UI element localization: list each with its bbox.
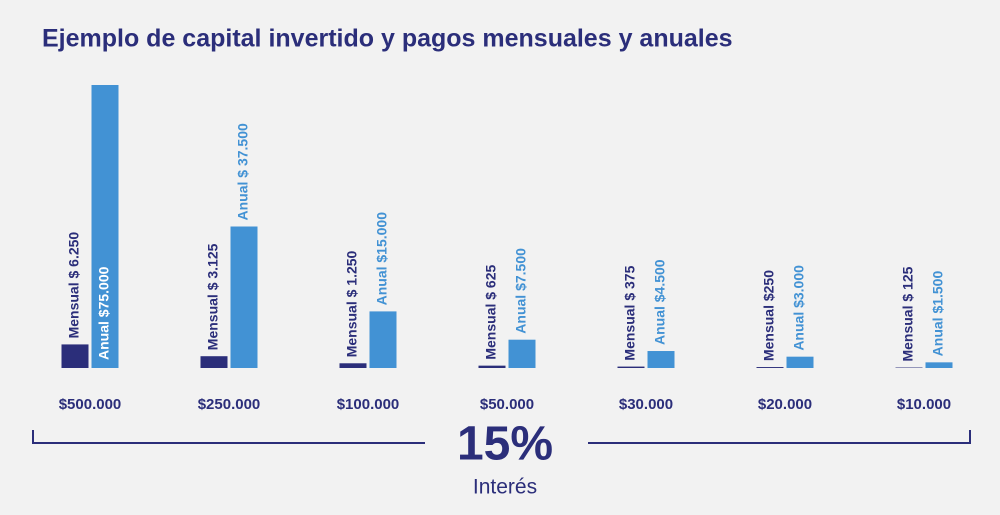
value-label: Mensual $ 125 xyxy=(900,266,916,361)
value-label: Anual $4.500 xyxy=(652,259,668,345)
bar xyxy=(478,365,506,368)
x-tick-label: $20.000 xyxy=(758,396,812,413)
value-label: Mensual $ 3.125 xyxy=(205,243,221,350)
bar xyxy=(200,356,228,368)
value-label: Anual $1.500 xyxy=(930,271,946,357)
x-tick-label: $50.000 xyxy=(480,396,534,413)
value-label: Anual $7.500 xyxy=(513,248,529,334)
rate-label: Interés xyxy=(473,476,537,499)
bar xyxy=(756,367,784,368)
bar xyxy=(369,311,397,368)
bar xyxy=(647,351,675,368)
bracket xyxy=(32,430,971,444)
value-label: Anual $75.000 xyxy=(96,266,112,360)
bar xyxy=(786,356,814,368)
bar xyxy=(925,362,953,368)
value-label: Anual $ 37.500 xyxy=(235,123,251,220)
bar xyxy=(617,366,645,368)
value-label: Anual $15.000 xyxy=(374,212,390,306)
rate: 15% xyxy=(457,418,553,471)
bar xyxy=(508,339,536,368)
x-tick-label: $10.000 xyxy=(897,396,951,413)
x-tick-label: $100.000 xyxy=(337,396,400,413)
x-tick-label: $500.000 xyxy=(59,396,122,413)
bar xyxy=(61,344,89,368)
bar xyxy=(339,363,367,368)
value-label: Mensual $ 625 xyxy=(483,264,499,359)
value-label: Anual $3.000 xyxy=(791,265,807,351)
value-label: Mensual $250 xyxy=(761,270,777,361)
x-tick-label: $250.000 xyxy=(198,396,261,413)
x-tick-label: $30.000 xyxy=(619,396,673,413)
chart-title: Ejemplo de capital invertido y pagos men… xyxy=(42,25,733,53)
value-label: Mensual $ 375 xyxy=(622,265,638,360)
bar xyxy=(91,85,119,368)
bar xyxy=(230,226,258,368)
value-label: Mensual $ 1.250 xyxy=(344,250,360,357)
value-label: Mensual $ 6.250 xyxy=(66,232,82,339)
